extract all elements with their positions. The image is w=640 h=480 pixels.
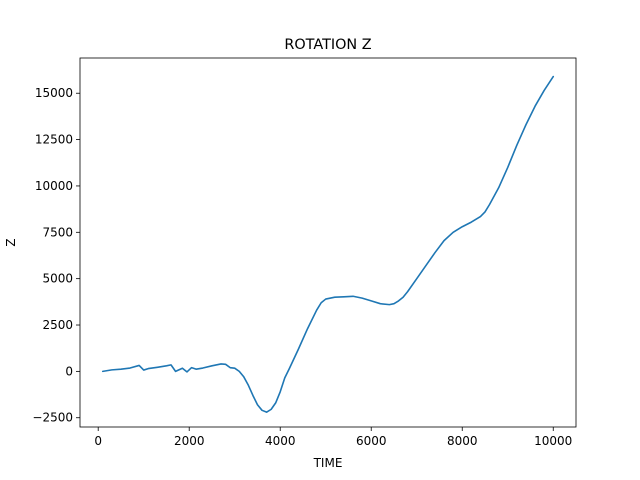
y-tick-label: 15000 <box>35 86 73 100</box>
x-axis-label: TIME <box>313 456 343 470</box>
x-tick-label: 6000 <box>356 434 387 448</box>
x-axis: 0 2000 4000 6000 8000 10000 <box>94 427 572 448</box>
y-tick-label: 5000 <box>42 272 73 286</box>
series-line-0 <box>101 75 555 413</box>
chart-title: ROTATION Z <box>284 37 371 53</box>
series-layer <box>101 75 555 413</box>
x-tick-label: 4000 <box>265 434 296 448</box>
y-tick-label: 2500 <box>42 318 73 332</box>
x-tick-label: 2000 <box>174 434 205 448</box>
y-tick-label: −2500 <box>32 411 73 425</box>
plot-area-frame <box>79 57 577 428</box>
y-tick-label: 0 <box>65 364 73 378</box>
x-tick-label: 0 <box>94 434 102 448</box>
y-axis-label: Z <box>4 238 18 246</box>
y-axis: −2500 0 2500 5000 7500 10000 12500 15000 <box>32 86 80 425</box>
x-tick-label: 10000 <box>534 434 572 448</box>
y-tick-label: 12500 <box>35 133 73 147</box>
y-tick-label: 10000 <box>35 179 73 193</box>
y-tick-label: 7500 <box>42 225 73 239</box>
x-tick-label: 8000 <box>447 434 478 448</box>
